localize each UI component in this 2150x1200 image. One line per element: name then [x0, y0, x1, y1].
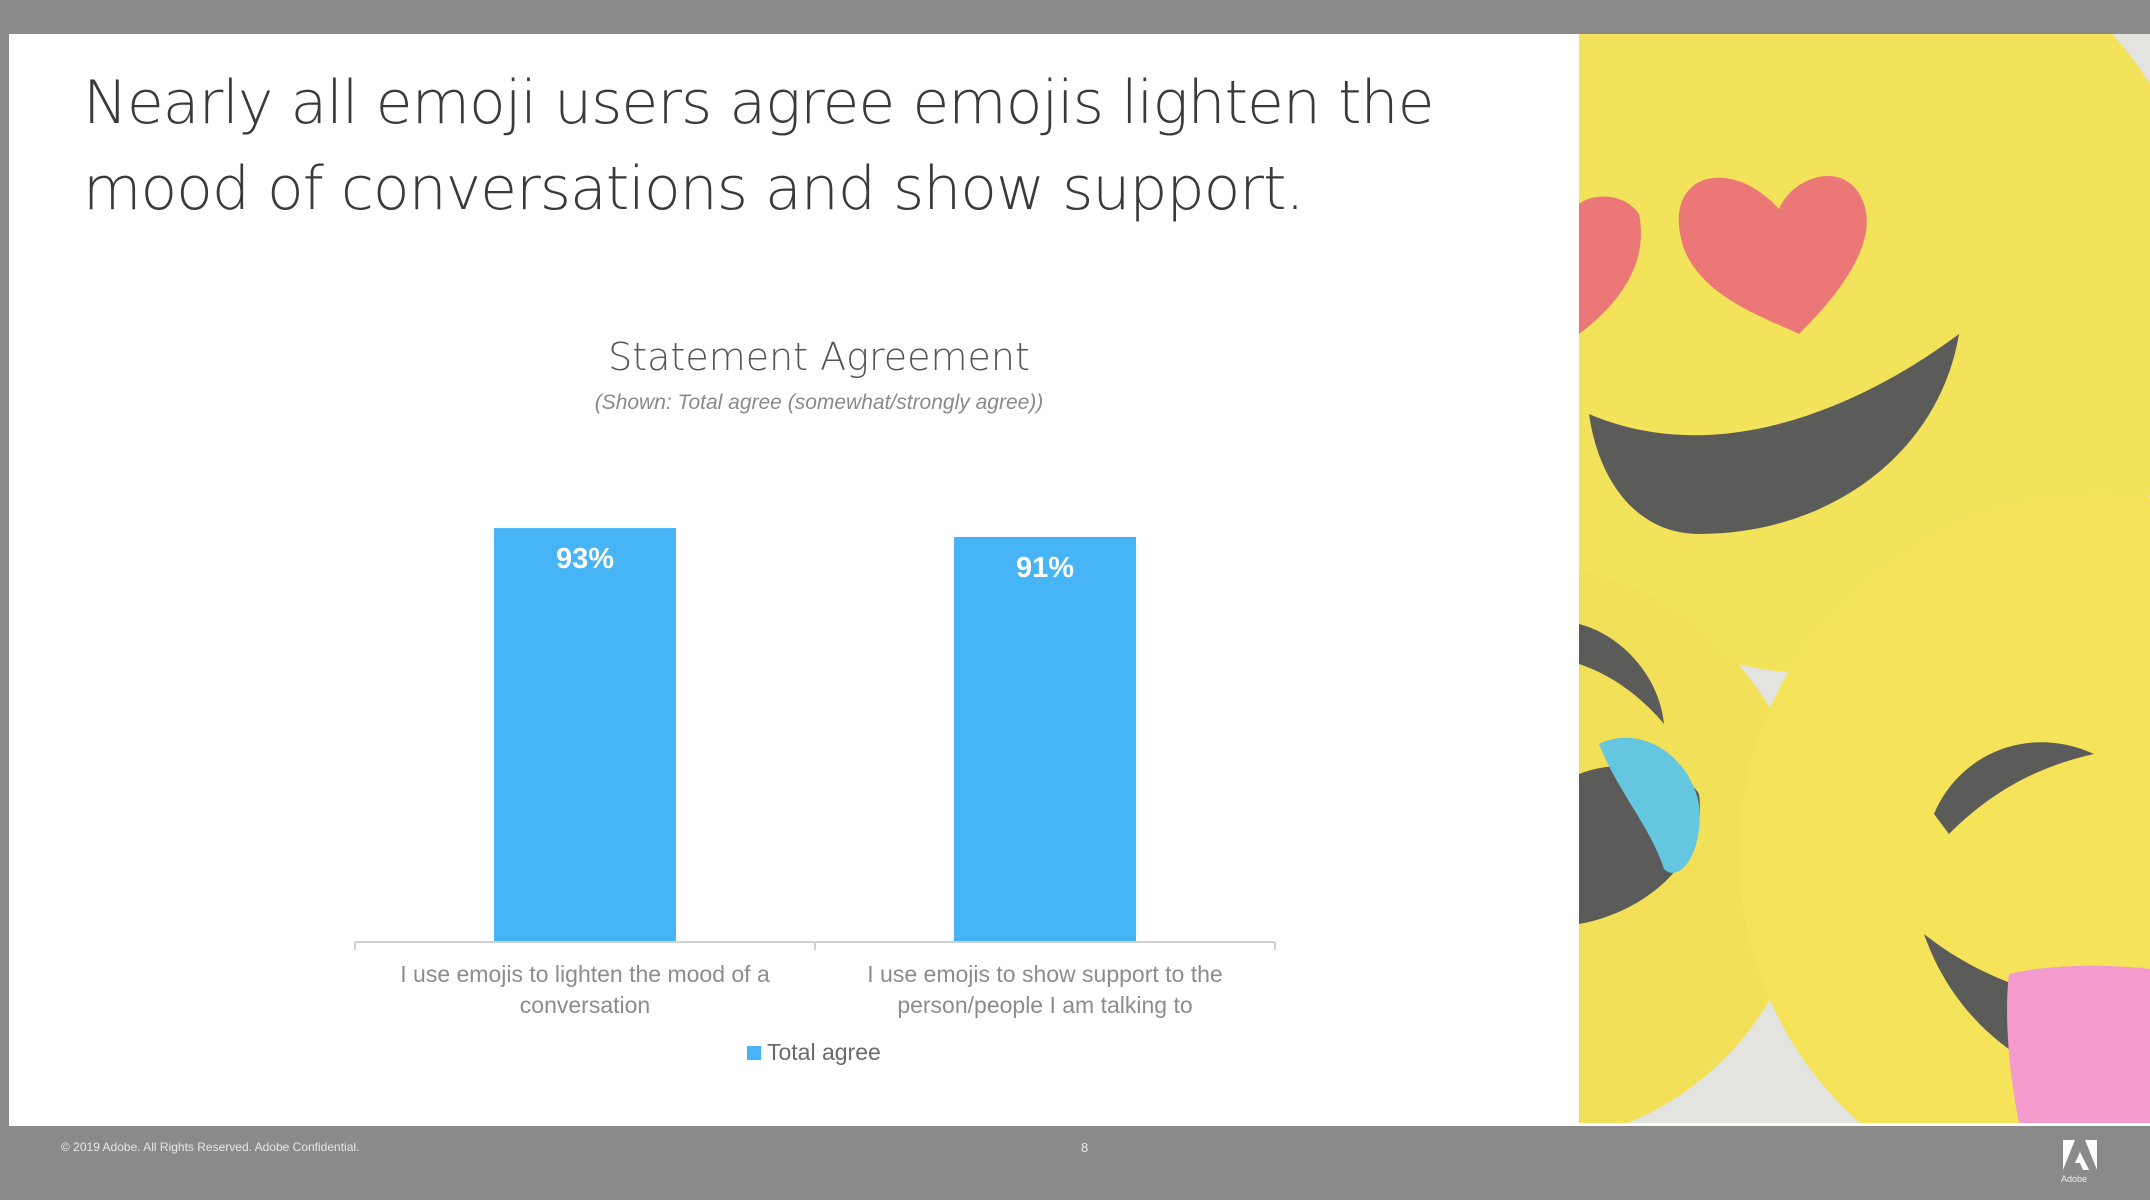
tongue-icon: [2007, 965, 2150, 1123]
logo-wordmark: Adobe: [2061, 1174, 2088, 1184]
emoji-photo: [1579, 34, 2150, 1123]
chart-title: Statement Agreement: [608, 335, 1030, 379]
emoji-balls-illustration: [1579, 34, 2150, 1123]
page-number: 8: [1081, 1140, 1089, 1155]
footer-copyright: © 2019 Adobe. All Rights Reserved. Adobe…: [61, 1140, 360, 1154]
legend-swatch: [747, 1046, 761, 1060]
bar-data-label: 93%: [556, 543, 614, 575]
tear-drop-icon: [1599, 737, 1700, 873]
top-bar: [0, 0, 2150, 34]
slide: Nearly all emoji users agree emojis ligh…: [9, 34, 2150, 1126]
bar-data-label: 91%: [1016, 552, 1074, 584]
adobe-logo-icon: [2063, 1140, 2097, 1170]
smile-mouth-icon: [1589, 334, 1959, 534]
category-label: I use emojis to show support to the: [867, 961, 1222, 987]
bar-chart: Statement Agreement (Shown: Total agree (…: [354, 335, 1276, 1065]
headline-line-2: mood of conversations and show support.: [83, 154, 1305, 224]
bar: [954, 536, 1136, 941]
heart-eye-icon: [1678, 176, 1867, 334]
heart-eye-icon: [1579, 196, 1641, 334]
category-label: conversation: [520, 992, 650, 1018]
legend-label: Total agree: [767, 1039, 881, 1065]
bar: [494, 528, 676, 941]
category-label: person/people I am talking to: [897, 992, 1192, 1018]
footer-bar: © 2019 Adobe. All Rights Reserved. Adobe…: [9, 1126, 2150, 1200]
slide-headline: Nearly all emoji users agree emojis ligh…: [83, 60, 1483, 232]
chart-subtitle: (Shown: Total agree (somewhat/strongly a…: [595, 391, 1044, 414]
headline-line-1: Nearly all emoji users agree emojis ligh…: [83, 68, 1435, 138]
category-label: I use emojis to lighten the mood of a: [400, 961, 770, 987]
